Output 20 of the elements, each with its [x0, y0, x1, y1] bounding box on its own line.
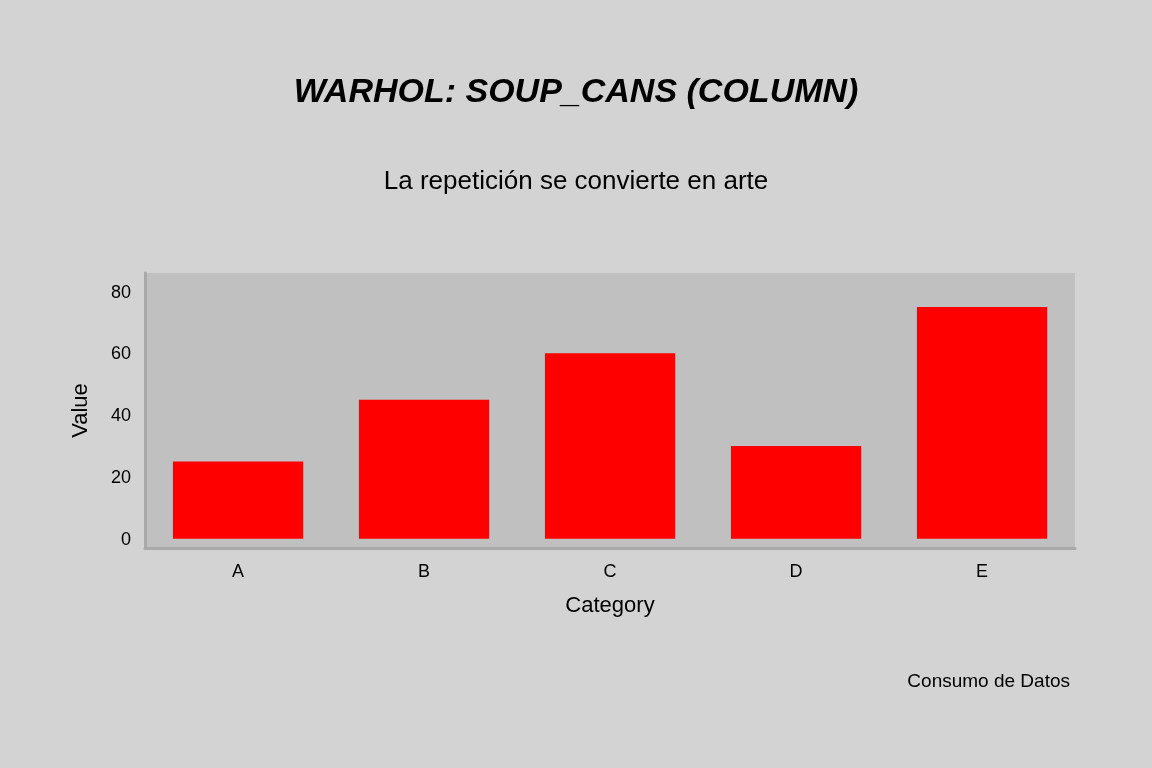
x-tick-label: C [603, 561, 617, 581]
y-tick-label: 80 [110, 281, 131, 302]
bar [916, 306, 1048, 539]
text: Consumo de Datos [907, 670, 1071, 691]
y-tick-label: 0 [120, 528, 131, 549]
y-axis-title: Value [66, 383, 92, 438]
x-tick-label: A [231, 561, 245, 581]
x-tick-label: B [417, 561, 431, 581]
y-tick-label: 40 [110, 405, 131, 426]
chart-subtitle: La repetición se convierte en arte [383, 165, 769, 195]
x-axis-title: Category [565, 591, 655, 617]
bar [358, 399, 490, 539]
y-tick-label: 20 [110, 466, 131, 487]
x-tick-label: D [789, 561, 803, 581]
bar [730, 446, 862, 539]
x-tick-label: E [975, 561, 989, 581]
chart-title: WARHOL: SOUP_CANS (COLUMN) [293, 71, 859, 109]
bar [544, 353, 676, 539]
y-tick-label: 60 [110, 343, 131, 364]
bar [172, 461, 304, 539]
